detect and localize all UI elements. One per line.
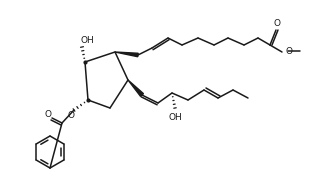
Text: O: O [274,19,281,27]
Text: OH: OH [168,113,182,122]
Text: O: O [285,47,292,56]
Text: O: O [44,110,51,119]
Polygon shape [128,80,144,96]
Text: O: O [67,111,74,119]
Polygon shape [115,52,138,57]
Text: OH: OH [80,36,94,45]
